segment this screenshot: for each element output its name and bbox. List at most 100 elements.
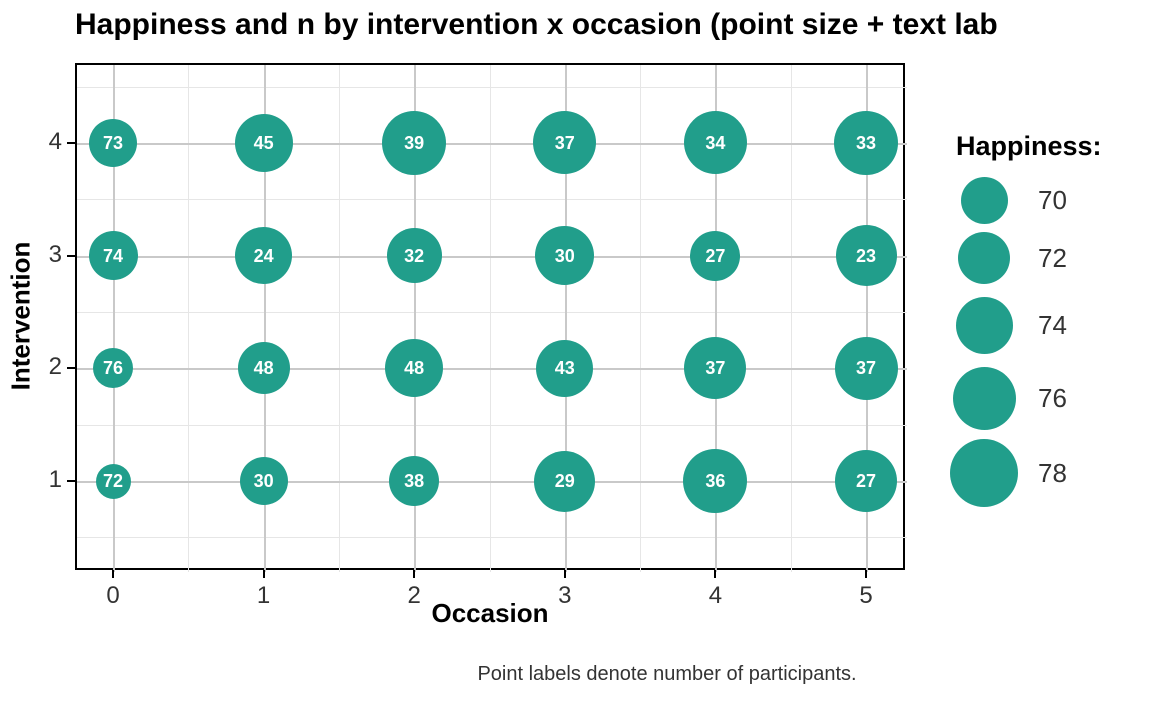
point-n-label: 37 xyxy=(705,358,726,379)
x-axis-tick xyxy=(262,570,265,578)
y-axis-tick xyxy=(67,141,75,144)
y-tick-label: 1 xyxy=(48,466,62,493)
x-axis-tick xyxy=(714,570,717,578)
x-tick-label: 2 xyxy=(407,582,421,609)
gridline-major-h xyxy=(77,481,907,483)
data-point-occ2-int2: 48 xyxy=(385,339,444,398)
point-n-label: 30 xyxy=(554,245,575,266)
gridline-minor-h xyxy=(77,86,907,88)
data-point-occ5-int1: 27 xyxy=(835,450,897,512)
y-tick-label: 3 xyxy=(48,240,62,268)
point-n-label: 23 xyxy=(855,245,877,266)
data-point-occ1-int4: 45 xyxy=(234,113,293,172)
data-point-occ5-int3: 23 xyxy=(835,225,897,287)
point-n-label: 37 xyxy=(855,358,877,379)
data-point-occ3-int3: 30 xyxy=(535,226,595,286)
y-axis-tick xyxy=(67,367,75,370)
y-axis-tick xyxy=(67,254,75,257)
point-n-label: 29 xyxy=(554,471,575,491)
data-point-occ0-int4: 73 xyxy=(89,118,137,167)
legend-value-label: 76 xyxy=(1038,383,1067,413)
point-n-label: 39 xyxy=(404,132,425,153)
point-n-label: 74 xyxy=(102,245,124,266)
gridline-minor-h xyxy=(77,199,907,201)
point-n-label: 73 xyxy=(102,132,124,153)
legend-value-label: 74 xyxy=(1038,310,1067,340)
point-n-label: 48 xyxy=(404,358,425,379)
point-n-label: 33 xyxy=(855,132,877,153)
legend-key-circle-70 xyxy=(960,176,1008,224)
data-point-occ0-int3: 74 xyxy=(88,231,138,281)
gridline-minor-v xyxy=(489,65,491,572)
legend-key-circle-78 xyxy=(950,439,1018,507)
data-point-occ4-int4: 34 xyxy=(683,111,747,175)
legend-key-circle-74 xyxy=(955,296,1013,354)
y-axis-title: Intervention xyxy=(5,241,36,391)
x-axis-tick xyxy=(563,570,566,578)
y-axis-tick xyxy=(67,480,75,482)
gridline-major-h xyxy=(77,142,907,145)
data-point-occ2-int1: 38 xyxy=(389,456,440,506)
data-point-occ5-int2: 37 xyxy=(834,336,898,400)
point-n-label: 34 xyxy=(705,132,726,153)
legend-value-label: 70 xyxy=(1038,185,1067,215)
x-tick-label: 1 xyxy=(256,582,271,609)
data-point-occ1-int1: 30 xyxy=(239,457,288,505)
point-n-label: 36 xyxy=(705,471,726,491)
data-point-occ3-int1: 29 xyxy=(534,450,596,512)
point-n-label: 72 xyxy=(102,471,124,491)
data-point-occ2-int4: 39 xyxy=(382,110,447,175)
x-tick-label: 4 xyxy=(708,582,723,609)
data-point-occ3-int4: 37 xyxy=(533,111,597,175)
data-point-occ1-int2: 48 xyxy=(237,342,290,395)
gridline-major-v xyxy=(113,65,115,572)
point-n-label: 48 xyxy=(253,358,274,379)
size-legend: Happiness: 70 72 74 76 78 xyxy=(940,125,1152,545)
x-tick-label: 0 xyxy=(106,582,120,609)
gridline-major-v xyxy=(263,65,266,572)
point-n-label: 76 xyxy=(102,358,124,379)
data-point-occ4-int2: 37 xyxy=(684,337,747,400)
plot-caption: Point labels denote number of participan… xyxy=(477,663,857,685)
data-point-occ5-int4: 33 xyxy=(834,110,898,175)
data-point-occ4-int1: 36 xyxy=(683,449,748,513)
legend-title: Happiness: xyxy=(956,131,1102,161)
y-tick-label: 2 xyxy=(48,353,62,381)
x-tick-label: 3 xyxy=(558,582,572,609)
x-axis-tick xyxy=(112,570,114,578)
data-point-occ2-int3: 32 xyxy=(386,228,442,284)
x-axis-title: Occasion xyxy=(431,598,549,628)
gridline-major-h xyxy=(77,255,907,258)
y-tick-label: 4 xyxy=(48,127,62,155)
gridline-major-v xyxy=(564,65,567,572)
gridline-major-v xyxy=(414,65,417,572)
x-axis-tick xyxy=(865,570,867,578)
data-point-occ3-int2: 43 xyxy=(536,339,594,397)
gridline-minor-h xyxy=(77,537,907,539)
gridline-minor-v xyxy=(188,65,190,572)
data-point-occ1-int3: 24 xyxy=(235,227,293,285)
point-n-label: 24 xyxy=(253,245,274,266)
gridline-minor-h xyxy=(77,424,907,426)
point-n-label: 43 xyxy=(554,358,575,379)
data-point-occ4-int3: 27 xyxy=(690,230,741,281)
point-n-label: 32 xyxy=(404,245,425,266)
legend-value-label: 72 xyxy=(1038,243,1067,273)
data-point-occ0-int2: 76 xyxy=(93,348,133,389)
gridline-major-h xyxy=(77,368,907,371)
point-n-label: 45 xyxy=(253,132,274,153)
point-n-label: 37 xyxy=(554,132,575,153)
gridline-minor-v xyxy=(338,65,340,572)
gridline-major-v xyxy=(715,65,718,572)
legend-key-circle-72 xyxy=(958,232,1010,284)
point-n-label: 27 xyxy=(705,245,726,266)
x-tick-label: 5 xyxy=(859,582,873,609)
legend-value-label: 78 xyxy=(1038,458,1067,488)
plot-panel: 73 45 39 37 34 33 74 24 32 30 27 23 76 48 48 43 37 37 72 30… xyxy=(75,63,907,572)
gridline-minor-h xyxy=(77,311,907,313)
point-n-label: 27 xyxy=(855,471,877,491)
plot-title: Happiness and n by intervention x occasi… xyxy=(75,8,998,41)
point-n-label: 30 xyxy=(253,471,274,491)
gridline-minor-v xyxy=(640,65,642,572)
